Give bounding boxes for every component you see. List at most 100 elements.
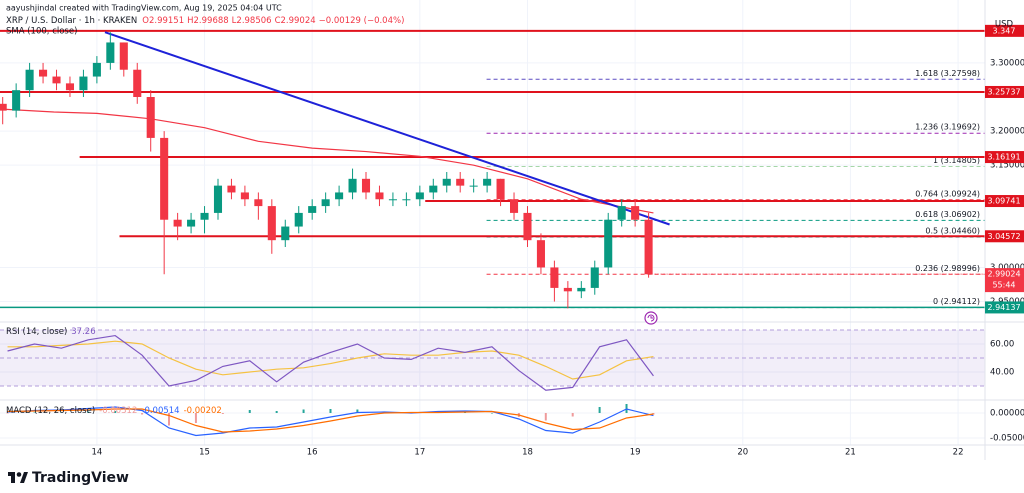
candle-body [456,178,465,186]
candle-body [496,178,505,200]
candle-body [348,178,357,193]
candle-body [160,137,169,220]
candle-body [52,76,61,84]
candle-body [388,199,397,201]
macd-histogram-bar [652,413,655,415]
price-label: 3.04572 [987,232,1020,241]
rsi-pane [0,329,985,391]
candle-body [173,219,182,227]
candle-body [335,192,344,200]
candle-body [550,267,559,288]
ohlc-low: L2.98506 [232,16,272,26]
candle-body [267,206,276,241]
macd-histogram-bar [168,413,171,426]
ohlc-open: O2.99151 [142,16,184,26]
macd-histogram-bar [60,412,63,413]
candle-body [79,76,88,91]
candle-body [415,192,424,200]
ohlc-close: C2.99024 [275,16,316,26]
macd-value: -0.00514 [141,406,179,416]
macd-histogram-bar [329,409,332,413]
candle-body [563,287,572,292]
candle-body [321,199,330,207]
change: −0.00129 (−0.04%) [319,16,405,26]
signal-line [7,408,654,433]
candle-body [361,178,371,193]
macd-legend: MACD (12, 26, close) -0.00312 -0.00514 -0.0… [6,406,222,416]
logo-text: TradingView [32,470,129,486]
macd-hist-value: -0.00312 [99,406,137,416]
rsi-value: 37.26 [71,327,95,337]
candle-body [12,90,21,111]
candle-body [187,219,196,227]
x-tick-label: 17 [414,448,425,458]
x-tick-label: 14 [91,448,102,458]
macd-histogram-bar [490,413,493,414]
price-label: 3.16191 [987,153,1020,162]
rsi-legend: RSI (14, close) 37.26 [6,327,96,337]
logo: TradingView [8,470,129,486]
candle-body [106,42,115,63]
candle-body [39,69,48,77]
rsi-line [7,334,654,391]
event-icon-glyph [647,314,655,322]
candle-body [375,192,384,200]
price-label-box [985,24,1024,37]
y-tick-label: 3.15000 [990,161,1024,171]
price-label: 3.347 [993,26,1016,35]
candle-body [0,103,7,111]
macd-histogram-bar [87,411,90,413]
candle-body [146,97,155,138]
logo-mark [11,472,15,483]
price-label-box [985,195,1024,208]
y-tick-label: 3.30000 [990,58,1024,68]
x-tick-label: 20 [737,448,748,458]
logo-mark [16,472,22,477]
price-label: 3.09741 [987,197,1020,206]
candle-body [65,83,75,91]
candle-body [281,226,290,241]
fib-label: 0.764 (3.09924) [915,189,980,198]
y-tick-label: 3.00000 [990,263,1024,273]
labels: 3.347 3.25737 3.16191 3.09741 3.04572 2.94137… [6,24,1024,416]
macd-title: MACD (12, 26, close) [6,406,95,416]
currency: USD [995,20,1014,30]
y-tick-label: 40.00 [990,367,1014,377]
signal-value: -0.00202 [184,406,222,416]
y-tick-label: 3.20000 [990,127,1024,137]
candle-body [92,62,101,77]
candle-body [294,212,303,227]
candle-body [523,212,532,241]
macd-histogram-bar [544,413,547,421]
x-tick-label: 22 [953,448,964,458]
rsi-line [7,340,654,380]
x-tick-label: 15 [199,448,210,458]
candle-body [254,199,263,207]
macd-pane [6,404,655,437]
price-label: 3.25737 [987,87,1020,96]
candle-body [617,206,626,220]
macd-histogram-bar [114,411,117,413]
macd-histogram-bar [275,411,278,413]
y-tick-label: 60.00 [990,339,1014,349]
candle-body [604,219,613,268]
symbol: XRP / U.S. Dollar · 1h · KRAKEN [6,16,137,26]
fib-label: 1 (3.14805) [933,156,980,165]
macd-histogram-bar [598,407,601,413]
candle-body [200,212,209,220]
candle-body [483,178,492,186]
candle-body [227,185,236,193]
trendline [104,31,670,226]
candle-body [119,42,128,70]
candle-body [442,178,451,186]
candle-body [509,199,519,213]
price-pane: 1.618 (3.27598) 1.236 (3.19692) 1 (3.14805… [0,29,985,309]
ohlc-high: H2.99688 [187,16,229,26]
candle-body [133,69,142,97]
price-label: 2.94137 [987,303,1020,312]
x-tick-label: 19 [630,448,641,458]
macd-histogram-bar [248,410,251,413]
